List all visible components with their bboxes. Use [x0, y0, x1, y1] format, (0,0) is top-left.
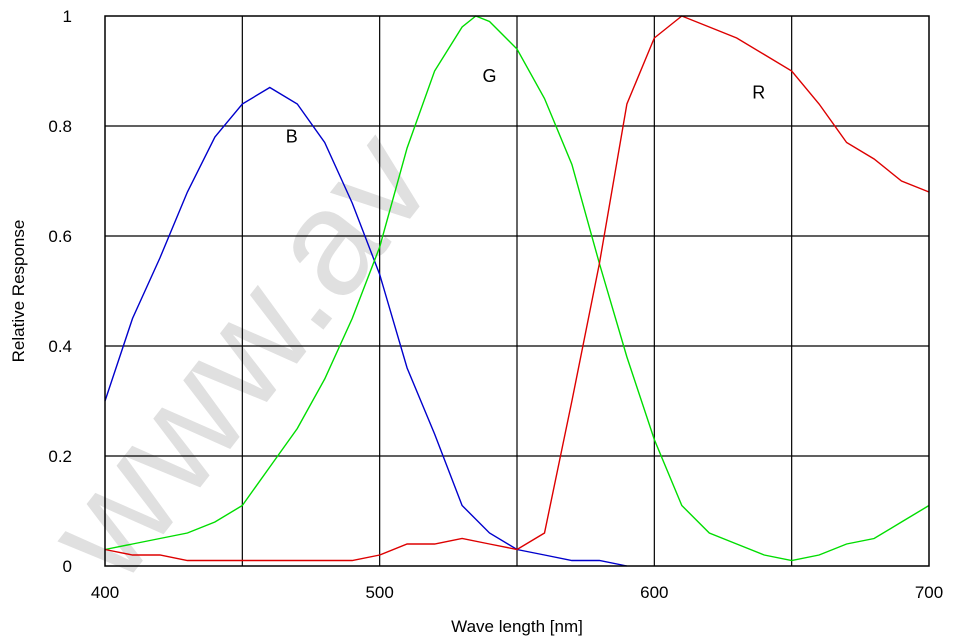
y-tick-label: 0.4 — [48, 337, 72, 356]
x-tick-label: 400 — [91, 583, 119, 602]
y-tick-label: 1 — [63, 7, 72, 26]
y-tick-label: 0.2 — [48, 447, 72, 466]
series-label-b: B — [286, 127, 298, 147]
plot-frame — [104, 15, 930, 567]
series-label-r: R — [752, 83, 765, 103]
series-line-b — [104, 86, 628, 567]
x-tick-label: 700 — [915, 583, 943, 602]
x-tick-label: 500 — [365, 583, 393, 602]
watermark: www.av — [12, 99, 463, 610]
series-line-r — [104, 15, 930, 562]
series-line-g — [104, 15, 930, 562]
y-tick-label: 0.6 — [48, 227, 72, 246]
y-tick-label: 0 — [63, 557, 72, 576]
tick-labels: 400 500 600 700 0 0.2 0.4 0.6 0.8 1 — [48, 7, 943, 602]
series-label-g: G — [483, 66, 497, 86]
series-layer — [104, 15, 930, 567]
x-tick-label: 600 — [640, 583, 668, 602]
y-tick-label: 0.8 — [48, 117, 72, 136]
y-axis-label: Relative Response — [9, 220, 28, 363]
x-axis-label: Wave length [nm] — [451, 617, 583, 636]
series-labels: B G R — [286, 66, 765, 147]
grid — [105, 16, 929, 566]
